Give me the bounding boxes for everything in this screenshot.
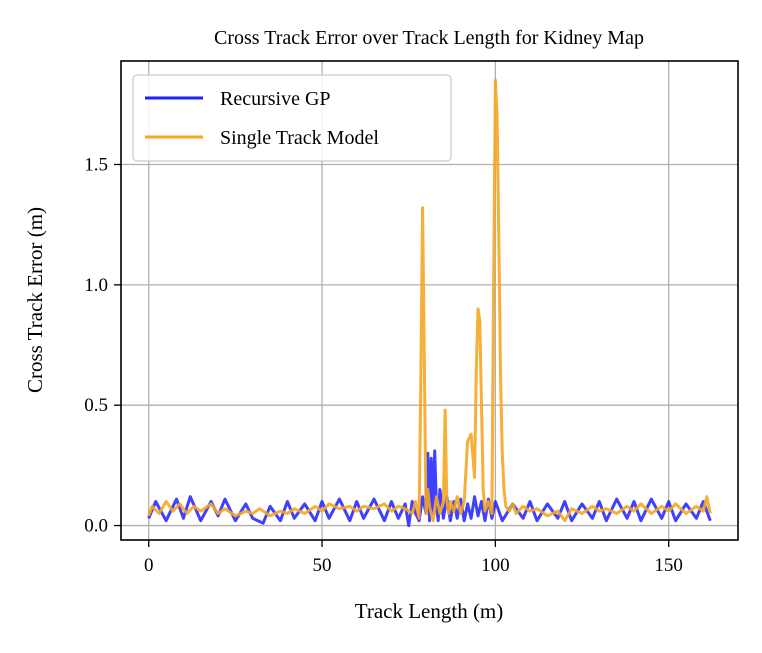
x-tick-label: 0 <box>144 555 154 576</box>
y-tick-label: 1.0 <box>84 275 108 296</box>
chart-title: Cross Track Error over Track Length for … <box>214 27 644 49</box>
series-line-single-track-model <box>147 78 712 523</box>
x-tick-label: 100 <box>481 555 510 576</box>
legend: Recursive GP Single Track Model <box>132 74 452 162</box>
y-tick-label: 0.5 <box>84 395 108 416</box>
ticks: 0 50 100 150 0.0 0.5 1.0 1.5 <box>84 155 683 576</box>
x-tick-label: 50 <box>313 555 332 576</box>
legend-label-recursive-gp: Recursive GP <box>220 88 331 110</box>
series-line-recursive-gp <box>147 449 712 528</box>
y-tick-label: 1.5 <box>84 155 108 176</box>
plot-frame <box>120 60 739 541</box>
x-axis-label: Track Length (m) <box>355 599 504 623</box>
legend-box <box>132 74 452 162</box>
legend-label-single-track-model: Single Track Model <box>220 127 379 149</box>
y-axis-label: Cross Track Error (m) <box>23 207 47 393</box>
y-tick-label: 0.0 <box>84 516 108 537</box>
series-group <box>147 78 712 528</box>
x-tick-label: 150 <box>654 555 683 576</box>
